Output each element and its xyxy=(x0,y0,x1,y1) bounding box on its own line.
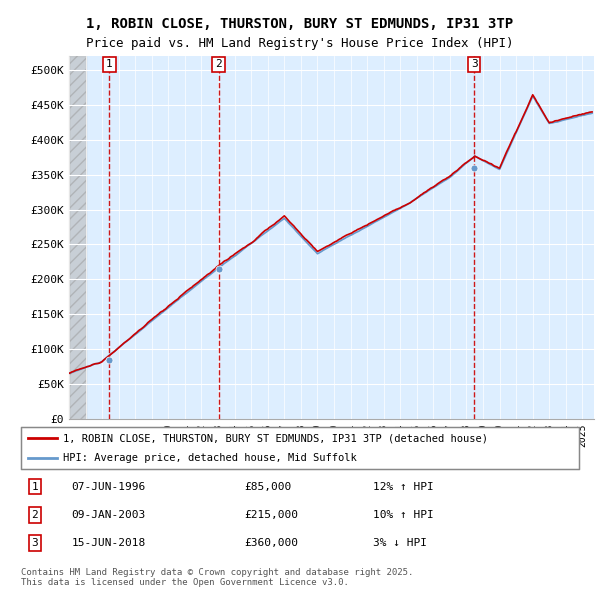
Text: 2: 2 xyxy=(32,510,38,520)
Text: 3% ↓ HPI: 3% ↓ HPI xyxy=(373,538,427,548)
Text: 15-JUN-2018: 15-JUN-2018 xyxy=(71,538,145,548)
Text: £360,000: £360,000 xyxy=(244,538,298,548)
Text: 09-JAN-2003: 09-JAN-2003 xyxy=(71,510,145,520)
Text: £85,000: £85,000 xyxy=(244,481,292,491)
Text: 1, ROBIN CLOSE, THURSTON, BURY ST EDMUNDS, IP31 3TP (detached house): 1, ROBIN CLOSE, THURSTON, BURY ST EDMUND… xyxy=(63,433,488,443)
Text: £215,000: £215,000 xyxy=(244,510,298,520)
Text: HPI: Average price, detached house, Mid Suffolk: HPI: Average price, detached house, Mid … xyxy=(63,453,356,463)
Bar xyxy=(69,56,86,419)
Text: 12% ↑ HPI: 12% ↑ HPI xyxy=(373,481,433,491)
Text: 1: 1 xyxy=(32,481,38,491)
Text: 10% ↑ HPI: 10% ↑ HPI xyxy=(373,510,433,520)
Text: 1, ROBIN CLOSE, THURSTON, BURY ST EDMUNDS, IP31 3TP: 1, ROBIN CLOSE, THURSTON, BURY ST EDMUND… xyxy=(86,17,514,31)
Text: 2: 2 xyxy=(215,60,222,70)
Text: 3: 3 xyxy=(471,60,478,70)
Text: Price paid vs. HM Land Registry's House Price Index (HPI): Price paid vs. HM Land Registry's House … xyxy=(86,37,514,50)
Text: 07-JUN-1996: 07-JUN-1996 xyxy=(71,481,145,491)
Text: Contains HM Land Registry data © Crown copyright and database right 2025.
This d: Contains HM Land Registry data © Crown c… xyxy=(21,568,413,587)
Text: 3: 3 xyxy=(32,538,38,548)
Text: 1: 1 xyxy=(106,60,113,70)
Bar xyxy=(69,56,86,419)
